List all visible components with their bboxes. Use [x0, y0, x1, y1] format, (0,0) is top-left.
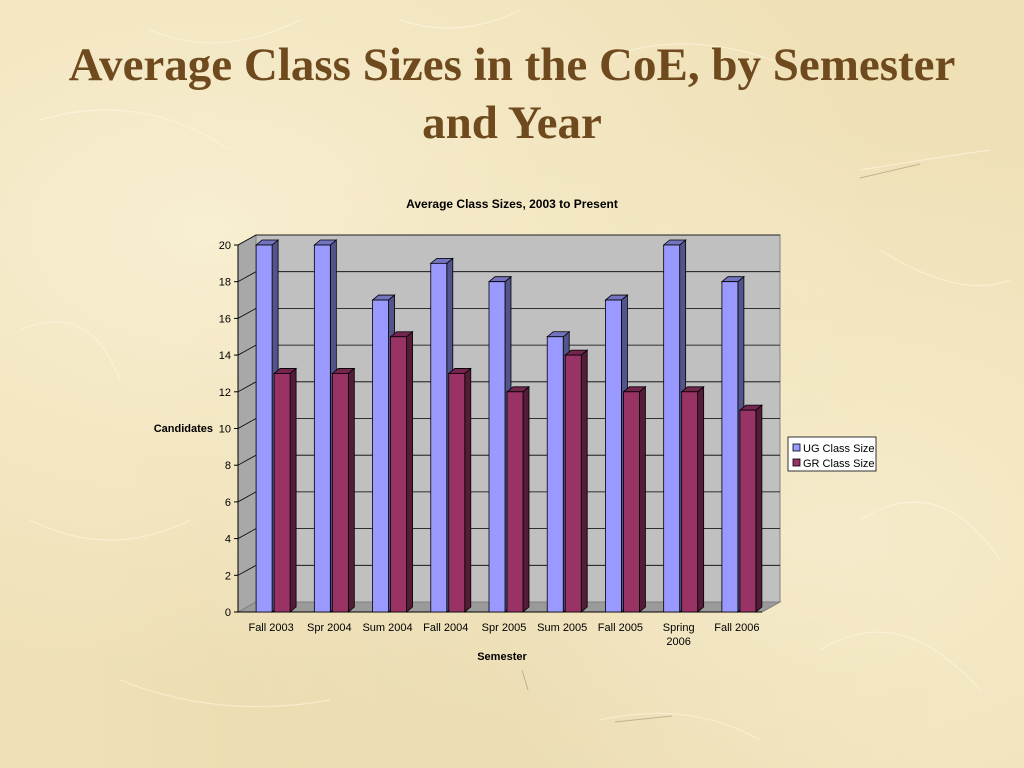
y-tick-label: 2	[225, 570, 231, 582]
bar-gr	[738, 404, 763, 613]
y-tick-label: 20	[219, 240, 231, 252]
bar-front	[331, 373, 349, 613]
x-tick-label: Fall 2006	[714, 622, 759, 634]
bar-side	[639, 385, 646, 613]
chart-title: Average Class Sizes, 2003 to Present	[406, 197, 618, 211]
y-tick-label: 14	[219, 350, 231, 362]
bar-side	[580, 349, 588, 613]
bar-side	[289, 367, 297, 613]
legend-swatch	[792, 443, 801, 452]
gridline-depth	[237, 418, 257, 429]
bar-front	[390, 336, 407, 613]
x-tick-label: Sum 2005	[537, 622, 587, 634]
bar-front	[448, 373, 466, 613]
bar-front	[605, 299, 622, 613]
bar-front	[255, 244, 273, 613]
bar-gr	[331, 367, 356, 613]
bar-side	[406, 330, 413, 613]
x-tick-label: Spr 2004	[307, 622, 352, 634]
bar-front	[623, 391, 640, 613]
slide-title: Average Class Sizes in the CoE, by Semes…	[68, 39, 956, 149]
y-tick-label: 16	[219, 313, 231, 325]
bar-side	[464, 367, 472, 613]
bar-side	[347, 367, 355, 613]
gridline-depth	[237, 308, 257, 319]
legend-swatch	[792, 458, 801, 467]
bar-front	[564, 354, 582, 613]
bar-front	[506, 391, 524, 613]
y-tick-label: 6	[225, 497, 231, 509]
y-axis-title: Candidates	[154, 423, 213, 435]
x-tick-label: Fall 2004	[423, 622, 468, 634]
bar-gr	[389, 330, 414, 613]
bar-front	[430, 262, 448, 613]
x-tick-label: Sum 2004	[362, 622, 412, 634]
bar-gr	[447, 367, 472, 613]
bar-front	[313, 244, 331, 613]
x-tick-label: Fall 2003	[248, 622, 293, 634]
x-tick-label: Spr 2005	[482, 622, 527, 634]
gridline-depth	[237, 564, 257, 576]
gridline-depth	[237, 528, 257, 539]
bar-front	[721, 281, 739, 613]
bar-gr	[505, 385, 531, 613]
gridline-depth	[237, 381, 257, 393]
bar-front	[681, 391, 699, 613]
y-tick-label: 0	[225, 607, 231, 619]
bar-side	[697, 385, 705, 613]
gridline-depth	[237, 344, 257, 356]
bar-gr	[680, 385, 705, 613]
bar-front	[488, 281, 506, 613]
x-tick-label: 2006	[666, 636, 690, 648]
bar-front	[546, 336, 564, 613]
gridline-depth	[237, 491, 257, 503]
bar-gr	[564, 349, 589, 613]
bar-gr	[622, 385, 647, 613]
y-tick-label: 12	[219, 387, 231, 399]
bar-front	[663, 244, 681, 613]
legend-label: UG Class Size	[803, 443, 875, 455]
y-tick-label: 10	[219, 424, 231, 436]
bar-front	[372, 299, 389, 613]
gridline-depth	[237, 454, 257, 466]
x-tick-label: Spring	[663, 622, 695, 634]
gridline-depth	[237, 271, 257, 283]
y-tick-label: 18	[219, 277, 231, 289]
bar-side	[755, 404, 763, 613]
x-tick-label: Fall 2005	[598, 622, 643, 634]
x-axis-title: Semester	[477, 651, 527, 663]
bar-front	[273, 373, 291, 613]
bar-front	[739, 409, 757, 613]
legend-label: GR Class Size	[803, 458, 875, 470]
bar-gr	[273, 367, 298, 613]
y-tick-label: 8	[225, 460, 231, 472]
legend	[787, 436, 877, 472]
gridline-depth	[237, 234, 257, 246]
y-tick-label: 4	[225, 534, 231, 546]
bar-side	[522, 385, 530, 613]
